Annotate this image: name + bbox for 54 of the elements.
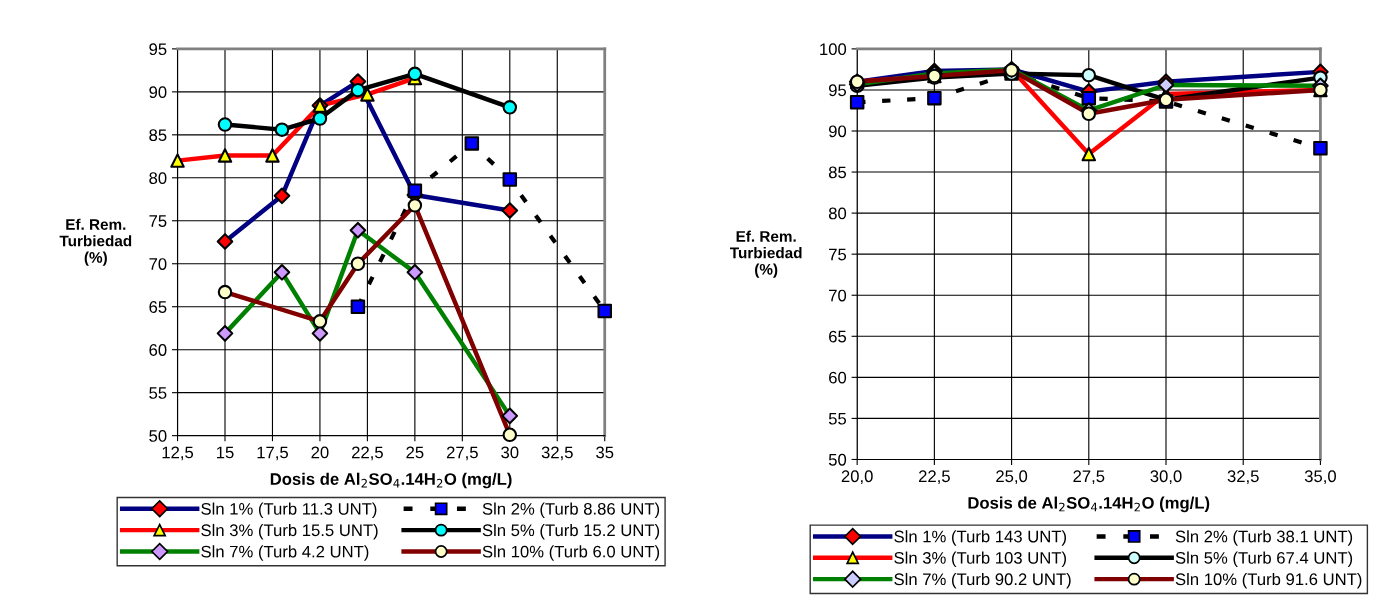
- y-tick-label: 50: [149, 430, 167, 442]
- legend-label: Sln 3% (Turb 15.5 UNT): [201, 523, 378, 540]
- x-tick-label: 30: [501, 446, 519, 459]
- x-tick-label: 35,0: [1304, 470, 1336, 485]
- legend-label: Sln 3% (Turb 103 UNT): [894, 551, 1067, 568]
- y-tick-label: 70: [829, 289, 847, 302]
- y-tick-label: 75: [829, 248, 847, 261]
- x-tick-label: 30,0: [1150, 470, 1182, 485]
- y-tick-label: 80: [149, 172, 167, 184]
- x-tick-label: 22,5: [919, 470, 950, 485]
- legend-label: Sln 1% (Turb 143 UNT): [894, 530, 1067, 546]
- y-tick-label: 60: [829, 371, 847, 384]
- x-tick-label: 20,0: [841, 470, 873, 485]
- y-tick-label: 95: [149, 43, 167, 56]
- y-tick-label: 100: [820, 43, 847, 56]
- x-axis-title: Dosis de Al$_{2}$SO$_{4}$.14H$_{2}$O (mg/L): [968, 496, 1210, 513]
- x-tick-label: 20: [311, 446, 329, 459]
- legend-label: Sln 7% (Turb 90.2 UNT): [894, 572, 1071, 589]
- x-tick-label: 17,5: [257, 446, 288, 461]
- y-tick-label: 90: [828, 125, 847, 138]
- y-tick-label: 80: [828, 207, 847, 220]
- legend-label: Sln 2% (Turb 38.1 UNT): [1175, 530, 1353, 546]
- y-tick-label: 85: [828, 166, 847, 179]
- x-tick-label: 15: [217, 446, 234, 459]
- legend-label: Sln 5% (Turb 67.4 UNT): [1175, 551, 1353, 568]
- y-tick-label: 85: [149, 129, 167, 142]
- y-tick-label: 90: [149, 86, 167, 99]
- y-tick-label: 75: [149, 215, 167, 227]
- legend-label: Sln 2% (Turb 8.86 UNT): [482, 502, 660, 519]
- y-tick-label: 55: [828, 412, 847, 425]
- x-tick-label: 32,5: [541, 446, 573, 461]
- x-tick-label: 22,5: [352, 446, 383, 461]
- legend-label: Sln 7% (Turb 4.2 UNT): [201, 545, 369, 561]
- y-tick-label: 55: [149, 387, 167, 399]
- y-tick-label: 50: [828, 453, 847, 466]
- x-tick-label: 32,5: [1227, 470, 1259, 485]
- x-tick-label: 25: [406, 446, 424, 459]
- y-tick-label: 70: [149, 258, 167, 270]
- x-tick-label: 27,5: [1073, 470, 1105, 485]
- legend-label: Sln 1% (Turb 11.3 UNT): [201, 502, 377, 519]
- y-tick-label: 65: [829, 330, 847, 343]
- y-tick-label: 65: [149, 301, 167, 313]
- x-tick-label: 35: [596, 446, 614, 459]
- x-tick-label: 25,0: [996, 470, 1028, 485]
- x-tick-label: 27,5: [446, 446, 478, 461]
- legend-label: Sln 10% (Turb 6.0 UNT): [482, 545, 660, 561]
- y-axis-title: Ef. Rem. Turbiedad (%): [59, 218, 132, 266]
- x-axis-title: Dosis de Al$_{2}$SO$_{4}$.14H$_{2}$O (mg/L): [270, 472, 512, 489]
- y-tick-label: 95: [828, 84, 847, 97]
- legend-label: Sln 5% (Turb 15.2 UNT): [482, 523, 660, 540]
- y-tick-label: 60: [149, 344, 167, 356]
- legend-label: Sln 10% (Turb 91.6 UNT): [1175, 572, 1362, 589]
- x-tick-label: 12,5: [162, 446, 194, 461]
- y-axis-title: Ef. Rem. Turbiedad (%): [729, 230, 802, 278]
